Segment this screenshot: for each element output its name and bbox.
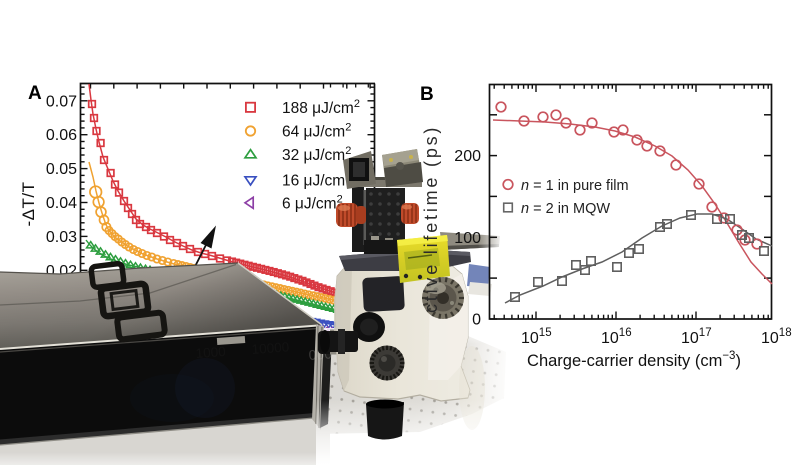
svg-text:200: 200 (454, 148, 481, 165)
svg-text:188 μJ/cm2: 188 μJ/cm2 (282, 98, 360, 117)
svg-text:n = 1 in pure film: n = 1 in pure film (521, 178, 629, 194)
svg-text:n = 2 in MQW: n = 2 in MQW (521, 201, 610, 217)
svg-text:Charge-carrier density (cm−3): Charge-carrier density (cm−3) (527, 350, 741, 370)
svg-text:100: 100 (454, 230, 481, 247)
svg-text:0.05: 0.05 (46, 161, 77, 178)
svg-text:0.03: 0.03 (46, 229, 77, 246)
svg-text:32 μJ/cm2: 32 μJ/cm2 (282, 145, 351, 164)
svg-text:0.04: 0.04 (46, 195, 77, 212)
svg-text:-ΔT/T: -ΔT/T (19, 181, 38, 226)
svg-text:64 μJ/cm2: 64 μJ/cm2 (282, 122, 351, 141)
svg-text:B: B (420, 84, 434, 105)
svg-text:0.06: 0.06 (46, 127, 77, 144)
svg-text:0: 0 (472, 312, 481, 329)
svg-text:ctive lifetime (ps): ctive lifetime (ps) (421, 125, 441, 313)
svg-text:1000: 1000 (195, 344, 226, 361)
svg-text:16 μJ/cm2: 16 μJ/cm2 (282, 171, 351, 190)
svg-text:0.07: 0.07 (46, 93, 77, 110)
svg-text:6 μJ/cm2: 6 μJ/cm2 (282, 193, 343, 212)
svg-text:10000: 10000 (251, 339, 290, 357)
svg-text:A: A (28, 83, 42, 104)
